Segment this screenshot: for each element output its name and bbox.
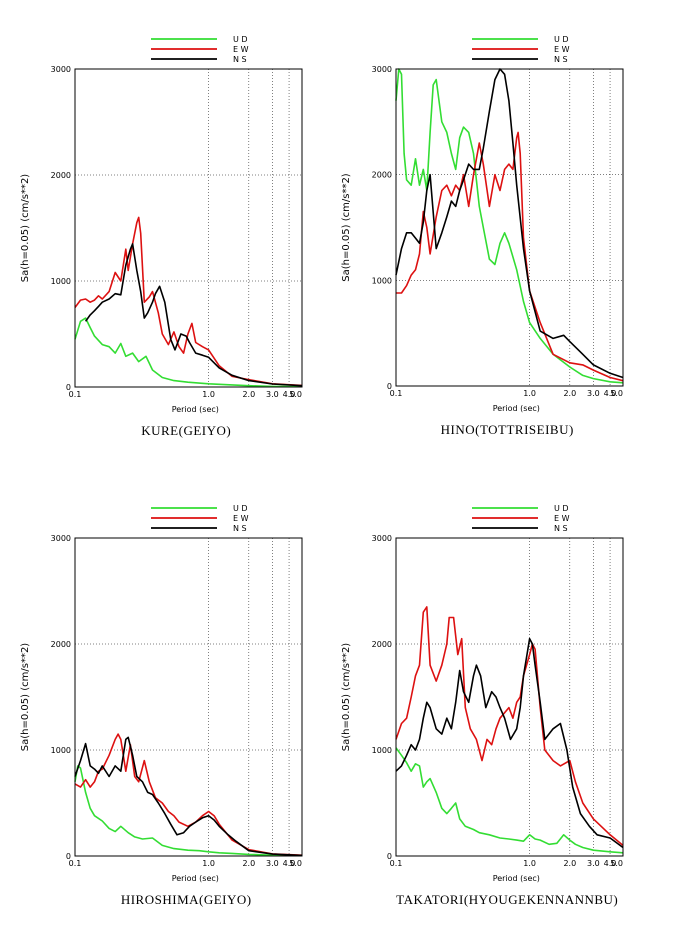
y-tick-label: 2000 [372,171,392,180]
x-tick-label: 2.0 [242,390,255,399]
legend-label: E W [554,514,570,523]
legend: U DE WN S [151,35,249,64]
y-tick-label: 3000 [51,534,71,543]
station-title: HINO(TOTTRISEIBU) [441,422,574,437]
x-tick-label: 0.1 [390,389,403,398]
series-line-ud [395,747,624,854]
grid [75,538,302,856]
x-tick-label: 2.0 [563,389,576,398]
x-tick-label: 1.0 [202,390,215,399]
x-tick-label: 3.0 [266,859,279,868]
series-line-ew [396,131,624,382]
series-line-ud [74,317,303,388]
chart-panel-1: 0 1000 2000 3000 0.1 1.0 2.0 3.0 4.05.0 Period (s… [20,35,303,438]
y-tick-label: 0 [66,852,71,861]
x-tick-label: 4.0 [604,389,617,398]
y-tick-label: 0 [387,382,392,391]
plot-frame [74,68,303,388]
x-tick-label: 1.0 [523,859,536,868]
legend-label: U D [554,35,569,44]
plot-frame [395,68,624,387]
series-line-ns [84,243,303,387]
x-tick-label: 5.0 [289,859,302,868]
series-line-ns [74,736,303,857]
grid [396,69,623,386]
legend-label: U D [554,504,569,513]
series-line-ew [74,216,303,387]
grid [396,538,623,856]
x-tick-label: 5.0 [610,859,623,868]
legend: U DE WN S [472,35,570,64]
station-title: TAKATORI(HYOUGEKENNANNBU) [396,892,618,907]
x-tick-label: 4.0 [604,859,617,868]
x-axis-label: Period (sec) [493,404,540,413]
y-tick-label: 1000 [51,277,71,286]
chart-panel-3: 0 1000 2000 3000 0.1 1.0 2.0 3.0 4.05.0 Period (s… [20,504,303,907]
plot-frame [395,537,624,857]
y-tick-label: 2000 [51,171,71,180]
legend: U DE WN S [472,504,570,533]
x-axis-label: Period (sec) [493,874,540,883]
x-tick-label: 5.0 [289,390,302,399]
legend-label: U D [233,504,248,513]
series-line-ns [395,68,624,379]
x-tick-label: 0.1 [69,859,82,868]
legend-label: N S [233,524,247,533]
station-title: KURE(GEIYO) [141,423,231,438]
y-axis-label: Sa(h=0.05) (cm/s**2) [341,173,352,282]
x-tick-label: 4.0 [283,390,296,399]
series-line-ud [74,765,303,857]
y-tick-label: 1000 [51,746,71,755]
series-line-ud [395,68,624,384]
y-axis-label: Sa(h=0.05) (cm/s**2) [20,643,31,752]
y-tick-label: 2000 [51,640,71,649]
x-tick-label: 3.0 [587,859,600,868]
y-tick-label: 1000 [372,276,392,285]
series-line-ew [74,733,303,856]
legend-label: E W [233,514,249,523]
chart-panel-4: 0 1000 2000 3000 0.1 1.0 2.0 3.0 4.05.0 Period (s… [341,504,624,907]
y-tick-label: 3000 [51,65,71,74]
grid [75,69,302,387]
x-tick-label: 4.0 [283,859,296,868]
y-tick-label: 0 [387,852,392,861]
station-title: HIROSHIMA(GEIYO) [121,892,252,907]
y-tick-label: 0 [66,383,71,392]
x-tick-label: 2.0 [242,859,255,868]
x-axis-label: Period (sec) [172,874,219,883]
x-tick-label: 1.0 [523,389,536,398]
legend-label: E W [233,45,249,54]
chart-panel-2: 0 1000 2000 3000 0.1 1.0 2.0 3.0 4.05.0 Period (s… [341,35,624,437]
y-tick-label: 1000 [372,746,392,755]
x-tick-label: 3.0 [266,390,279,399]
x-tick-label: 3.0 [587,389,600,398]
x-tick-label: 2.0 [563,859,576,868]
y-tick-label: 2000 [372,640,392,649]
legend-label: N S [233,55,247,64]
y-tick-label: 3000 [372,65,392,74]
plot-frame [74,537,303,857]
y-tick-label: 3000 [372,534,392,543]
legend-label: N S [554,524,568,533]
legend-label: E W [554,45,570,54]
x-axis-label: Period (sec) [172,405,219,414]
series-line-ns [395,637,624,849]
legend-label: U D [233,35,248,44]
series-line-ew [395,606,624,847]
x-tick-label: 5.0 [610,389,623,398]
x-tick-label: 0.1 [69,390,82,399]
y-axis-label: Sa(h=0.05) (cm/s**2) [341,643,352,752]
x-tick-label: 1.0 [202,859,215,868]
legend-label: N S [554,55,568,64]
legend: U DE WN S [151,504,249,533]
x-tick-label: 0.1 [390,859,403,868]
y-axis-label: Sa(h=0.05) (cm/s**2) [20,174,31,283]
